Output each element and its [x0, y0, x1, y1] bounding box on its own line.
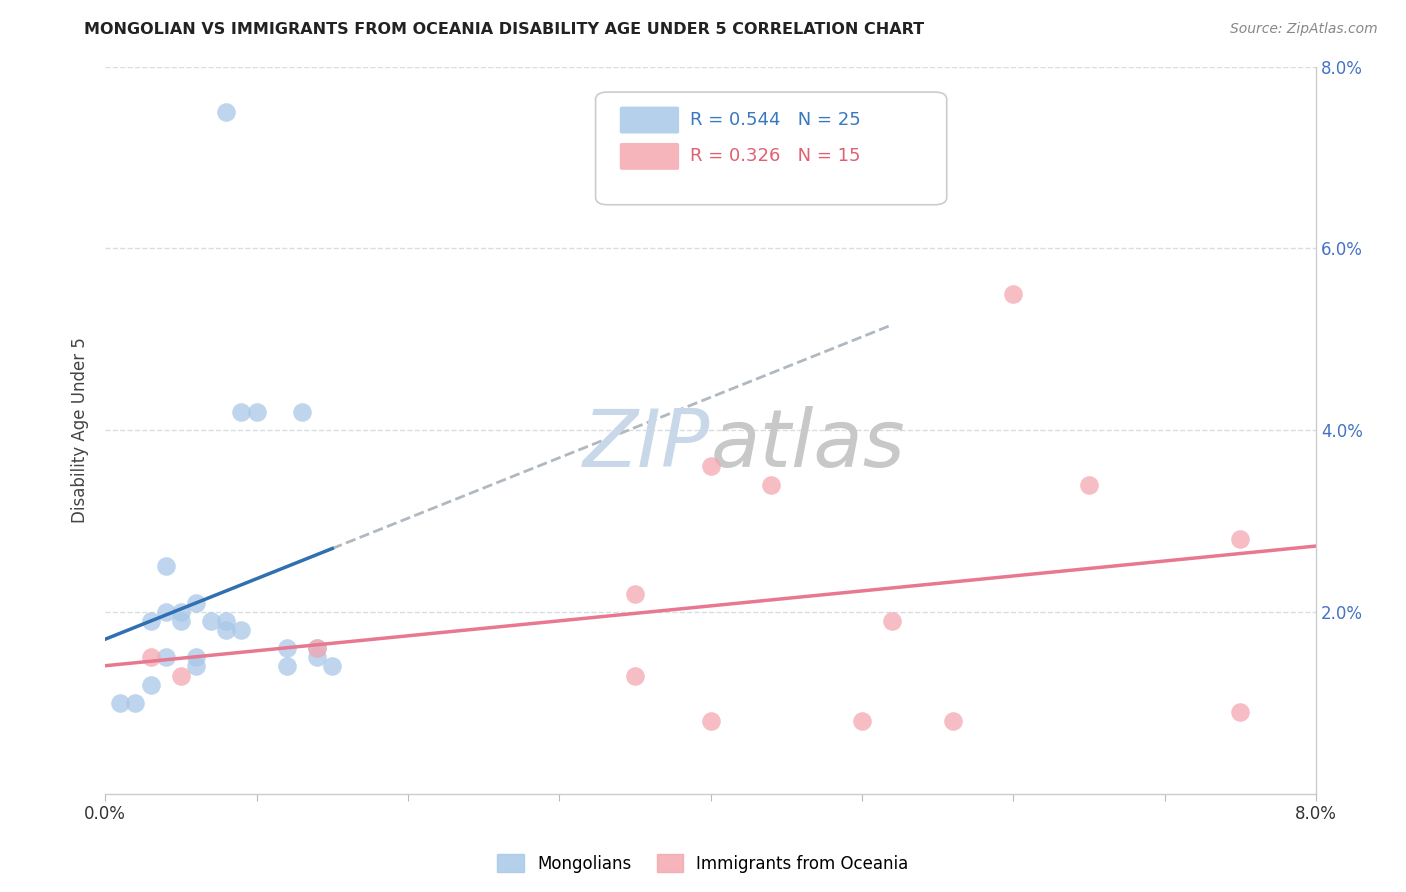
Point — [699, 459, 721, 474]
Point — [1229, 532, 1251, 546]
Point — [139, 678, 162, 692]
Point — [184, 659, 207, 673]
Point — [759, 477, 782, 491]
Point — [1229, 705, 1251, 719]
Text: atlas: atlas — [710, 406, 905, 483]
Legend: Mongolians, Immigrants from Oceania: Mongolians, Immigrants from Oceania — [491, 847, 915, 880]
Point — [321, 659, 343, 673]
Point — [155, 559, 177, 574]
FancyBboxPatch shape — [620, 106, 679, 134]
Point — [200, 614, 222, 628]
Point — [184, 596, 207, 610]
Point — [139, 650, 162, 665]
Point — [155, 650, 177, 665]
Text: Source: ZipAtlas.com: Source: ZipAtlas.com — [1230, 22, 1378, 37]
Text: R = 0.544   N = 25: R = 0.544 N = 25 — [690, 111, 860, 128]
Point — [699, 714, 721, 728]
Point — [276, 659, 298, 673]
Point — [307, 641, 329, 656]
Point — [155, 605, 177, 619]
Point — [276, 641, 298, 656]
Point — [307, 641, 329, 656]
Point — [231, 405, 253, 419]
Point — [184, 650, 207, 665]
Point — [124, 696, 146, 710]
Point — [624, 587, 647, 601]
FancyBboxPatch shape — [596, 92, 946, 205]
Point — [245, 405, 267, 419]
Point — [215, 614, 238, 628]
Point — [231, 623, 253, 637]
Point — [307, 650, 329, 665]
Point — [215, 105, 238, 120]
Point — [170, 605, 193, 619]
FancyBboxPatch shape — [620, 143, 679, 169]
Text: ZIP: ZIP — [583, 406, 710, 483]
Point — [942, 714, 965, 728]
Point — [291, 405, 314, 419]
Point — [1078, 477, 1101, 491]
Point — [851, 714, 873, 728]
Point — [110, 696, 132, 710]
Point — [215, 623, 238, 637]
Point — [170, 614, 193, 628]
Point — [139, 614, 162, 628]
Y-axis label: Disability Age Under 5: Disability Age Under 5 — [72, 337, 89, 523]
Text: R = 0.326   N = 15: R = 0.326 N = 15 — [690, 147, 860, 165]
Point — [624, 668, 647, 682]
Point — [882, 614, 904, 628]
Point — [170, 668, 193, 682]
Text: MONGOLIAN VS IMMIGRANTS FROM OCEANIA DISABILITY AGE UNDER 5 CORRELATION CHART: MONGOLIAN VS IMMIGRANTS FROM OCEANIA DIS… — [84, 22, 925, 37]
Point — [1002, 286, 1025, 301]
